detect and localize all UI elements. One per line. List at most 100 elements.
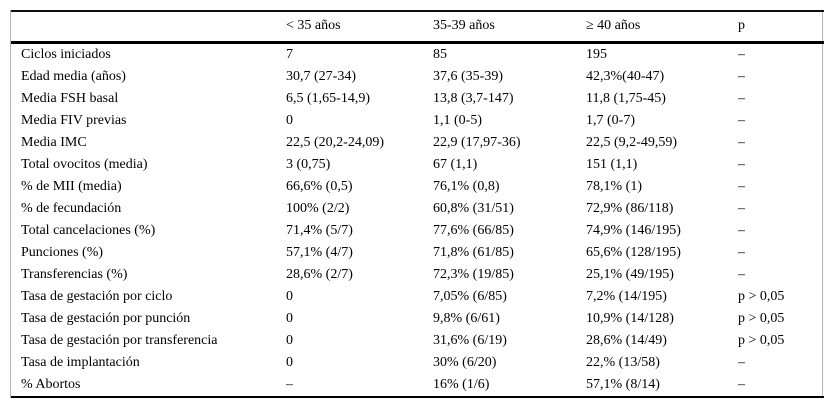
row-label: Tasa de gestación por ciclo — [21, 288, 173, 304]
header-cell-2: 35-39 años — [433, 18, 495, 34]
table-cell: 28,6% (2/7) — [286, 266, 353, 282]
table-cell: p > 0,05 — [738, 288, 785, 304]
table-row: Tasa de gestación por ciclo 0 7,05% (6/85)… — [11, 286, 824, 308]
table-cell: 7,2% (14/195) — [586, 288, 667, 304]
table-row: Media FIV previas 0 1,1 (0-5) 1,7 (0-7) – — [11, 110, 824, 132]
row-label: Edad media (años) — [21, 68, 126, 84]
results-table-container: < 35 años 35-39 años ≥ 40 años p Ciclos ini… — [10, 10, 824, 398]
table-row: % Abortos – 16% (1/6) 57,1% (8/14) – — [11, 374, 824, 397]
table-cell: 71,4% (5/7) — [286, 222, 353, 238]
table-cell: 1,7 (0-7) — [586, 112, 635, 128]
table-row: Punciones (%) 57,1% (4/7) 71,8% (61/85) 65,… — [11, 242, 824, 264]
table-cell: 3 (0,75) — [286, 156, 331, 172]
header-row: < 35 años 35-39 años ≥ 40 años p — [11, 11, 824, 42]
table-cell: 10,9% (14/128) — [586, 310, 674, 326]
table-cell: 11,8 (1,75-45) — [586, 90, 666, 106]
table-cell: 22,9 (17,97-36) — [433, 134, 521, 150]
table-cell: 85 — [433, 46, 447, 62]
table-cell: 9,8% (6/61) — [433, 310, 500, 326]
table-cell: 67 (1,1) — [433, 156, 478, 172]
table-row: Media FSH basal 6,5 (1,65-14,9) 13,8 (3,7-… — [11, 88, 824, 110]
row-label: Tasa de gestación por punción — [21, 310, 191, 326]
table-cell: 57,1% (4/7) — [286, 244, 353, 260]
table-cell: p > 0,05 — [738, 310, 785, 326]
row-label: % Abortos — [21, 376, 81, 392]
table-cell: 6,5 (1,65-14,9) — [286, 90, 370, 106]
row-label: Total ovocitos (media) — [21, 156, 148, 172]
table-row: % de fecundación 100% (2/2) 60,8% (31/51) 7… — [11, 198, 824, 220]
row-label: Total cancelaciones (%) — [21, 222, 156, 238]
table-row: % de MII (media) 66,6% (0,5) 76,1% (0,8) 78… — [11, 176, 824, 198]
table-cell: – — [286, 376, 293, 392]
table-cell: 78,1% (1) — [586, 178, 642, 194]
table-cell: 42,3%(40-47) — [586, 68, 665, 84]
table-cell: – — [738, 244, 745, 260]
header-cell-1: < 35 años — [286, 18, 341, 34]
table-cell: 16% (1/6) — [433, 376, 490, 392]
table-cell: 195 — [586, 46, 607, 62]
results-table: < 35 años 35-39 años ≥ 40 años p Ciclos ini… — [11, 10, 824, 398]
table-cell: 7,05% (6/85) — [433, 288, 507, 304]
table-cell: 25,1% (49/195) — [586, 266, 674, 282]
table-cell: 0 — [286, 332, 293, 348]
header-cell-3: ≥ 40 años — [586, 18, 641, 34]
table-cell: 30% (6/20) — [433, 354, 497, 370]
table-cell: 151 (1,1) — [586, 156, 638, 172]
table-cell: 100% (2/2) — [286, 200, 350, 216]
table-cell: 76,1% (0,8) — [433, 178, 500, 194]
row-label: Tasa de implantación — [21, 354, 140, 370]
row-label: Tasa de gestación por transferencia — [21, 332, 218, 348]
table-row: Transferencias (%) 28,6% (2/7) 72,3% (19/8… — [11, 264, 824, 286]
table-cell: 13,8 (3,7-147) — [433, 90, 514, 106]
table-cell: 65,6% (128/195) — [586, 244, 681, 260]
table-cell: 0 — [286, 112, 293, 128]
table-row: Tasa de gestación por transferencia 0 31,6… — [11, 330, 824, 352]
table-cell: 74,9% (146/195) — [586, 222, 681, 238]
table-cell: 22,% (13/58) — [586, 354, 660, 370]
table-cell: 66,6% (0,5) — [286, 178, 353, 194]
row-label: Punciones (%) — [21, 244, 104, 260]
table-cell: – — [738, 222, 745, 238]
table-row: Total cancelaciones (%) 71,4% (5/7) 77,6% … — [11, 220, 824, 242]
table-cell: – — [738, 266, 745, 282]
table-cell: – — [738, 156, 745, 172]
row-label: Ciclos iniciados — [21, 46, 111, 62]
table-cell: 0 — [286, 310, 293, 326]
table-row: Total ovocitos (media) 3 (0,75) 67 (1,1) 15… — [11, 154, 824, 176]
table-cell: 31,6% (6/19) — [433, 332, 507, 348]
table-cell: 7 — [286, 46, 293, 62]
header-cell-empty — [11, 11, 276, 42]
row-label: % de fecundación — [21, 200, 122, 216]
table-row: Tasa de implantación 0 30% (6/20) 22,% (13/… — [11, 352, 824, 374]
table-row: Media IMC 22,5 (20,2-24,09) 22,9 (17,97-36… — [11, 132, 824, 154]
table-cell: 60,8% (31/51) — [433, 200, 514, 216]
table-cell: – — [738, 68, 745, 84]
table-cell: 0 — [286, 354, 293, 370]
table-cell: 22,5 (9,2-49,59) — [586, 134, 677, 150]
table-cell: 57,1% (8/14) — [586, 376, 660, 392]
table-cell: – — [738, 178, 745, 194]
table-cell: 77,6% (66/85) — [433, 222, 514, 238]
table-row: Tasa de gestación por punción 0 9,8% (6/61… — [11, 308, 824, 330]
table-cell: 72,9% (86/118) — [586, 200, 674, 216]
table-cell: – — [738, 112, 745, 128]
table-cell: 71,8% (61/85) — [433, 244, 514, 260]
table-row: Edad media (años) 30,7 (27-34) 37,6 (35-39… — [11, 66, 824, 88]
table-cell: 22,5 (20,2-24,09) — [286, 134, 384, 150]
header-cell-4: p — [738, 18, 745, 34]
table-cell: – — [738, 200, 745, 216]
table-cell: 72,3% (19/85) — [433, 266, 514, 282]
table-cell: – — [738, 134, 745, 150]
table-cell: p > 0,05 — [738, 332, 785, 348]
row-label: % de MII (media) — [21, 178, 122, 194]
table-cell: 30,7 (27-34) — [286, 68, 356, 84]
row-label: Transferencias (%) — [21, 266, 128, 282]
table-cell: 37,6 (35-39) — [433, 68, 503, 84]
row-label: Media FSH basal — [21, 90, 119, 106]
table-cell: – — [738, 90, 745, 106]
table-cell: – — [738, 46, 745, 62]
table-cell: 0 — [286, 288, 293, 304]
row-label: Media IMC — [21, 134, 87, 150]
table-cell: 1,1 (0-5) — [433, 112, 482, 128]
table-cell: – — [738, 376, 745, 392]
